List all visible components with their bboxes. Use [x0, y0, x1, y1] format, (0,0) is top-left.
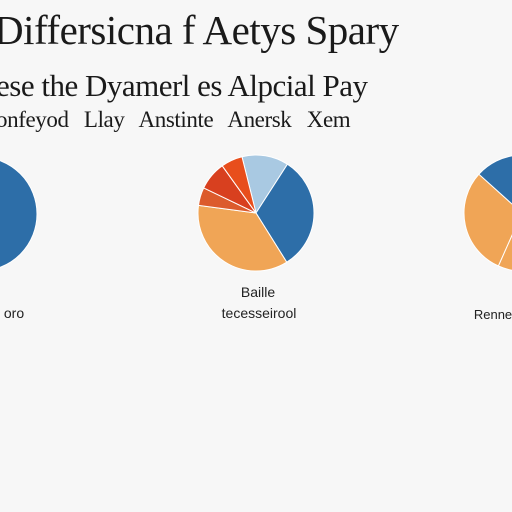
pie-caption-center-line-1: Baille	[241, 284, 275, 300]
pie-chart-center	[197, 154, 315, 272]
pie-1-slice-1	[255, 163, 315, 263]
pie-caption-left-line-2: oro	[4, 305, 24, 321]
pie-1-slice-5	[221, 156, 257, 214]
pie-1-slice-2	[197, 204, 288, 272]
pie-chart-right	[463, 155, 512, 271]
pie-caption-center-line-2: tecesseirool	[222, 305, 297, 321]
pie-2-slice-2	[497, 234, 512, 271]
chart-subtitle-line-1: ese the Dyamerl es Alpcial Pay	[0, 68, 368, 103]
pie-caption-right-line-2: Renne	[474, 307, 512, 322]
chart-title: Differsicna f Aetys Spary	[0, 7, 399, 53]
pie-0-slice-0	[0, 160, 38, 268]
pie-2-slice-1	[478, 155, 512, 205]
pie-2-slice-0	[463, 173, 512, 267]
chart-subtitle-line-2: onfeyod Llay Anstinte Anersk Xem	[0, 107, 351, 132]
pie-chart-left	[0, 160, 38, 268]
